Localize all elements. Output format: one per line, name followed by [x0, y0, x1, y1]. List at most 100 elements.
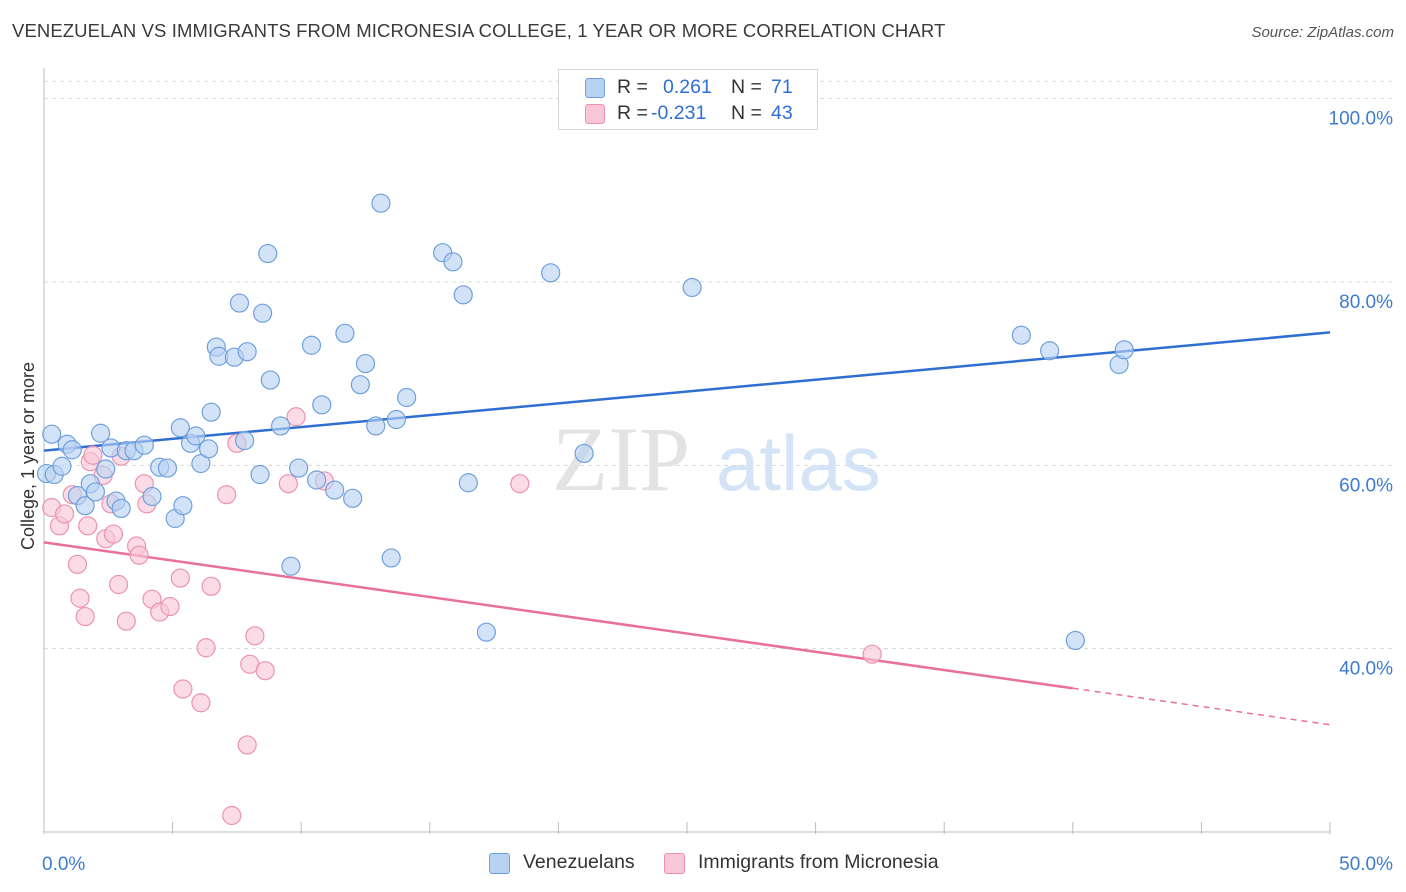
point-venezuelans	[381, 548, 401, 568]
point-venezuelans	[312, 395, 332, 415]
point-venezuelans	[42, 424, 62, 444]
point-micronesia	[217, 485, 237, 505]
point-venezuelans	[1065, 630, 1085, 651]
point-venezuelans	[397, 387, 417, 408]
point-venezuelans	[96, 459, 116, 479]
point-venezuelans	[574, 443, 594, 464]
point-venezuelans	[386, 409, 406, 430]
point-venezuelans	[170, 418, 190, 438]
point-venezuelans	[371, 193, 391, 213]
y-tick-label: 60.0%	[1339, 475, 1393, 496]
point-micronesia	[67, 554, 88, 574]
point-micronesia	[78, 516, 98, 536]
trend-line-1	[43, 541, 1073, 690]
legend-label-micronesia: Immigrants from Micronesia	[698, 851, 939, 873]
correlation-legend: R = 0.261 N = 71 R = -0.231 N = 43	[558, 69, 818, 130]
legend-n-value-venezuelans: 71	[771, 76, 793, 98]
point-venezuelans	[142, 486, 162, 507]
point-micronesia	[54, 504, 75, 524]
point-venezuelans	[453, 285, 473, 305]
point-venezuelans	[476, 622, 496, 642]
chart-title: VENEZUELAN VS IMMIGRANTS FROM MICRONESIA…	[12, 20, 946, 41]
point-venezuelans	[186, 426, 206, 446]
point-venezuelans	[355, 353, 376, 374]
legend-swatch-venezuelans	[585, 78, 605, 98]
watermark-zip: ZIP	[552, 408, 690, 510]
tick-labels: 40.0% 60.0% 80.0% 100.0% 0.0% 50.0%	[42, 109, 1393, 875]
point-micronesia	[170, 568, 190, 588]
point-venezuelans	[90, 423, 111, 443]
point-venezuelans	[157, 458, 178, 478]
legend-swatch-venezuelans	[489, 853, 510, 874]
point-micronesia	[116, 611, 136, 631]
y-tick-label: 80.0%	[1339, 292, 1393, 313]
legend-r-value-micronesia: -0.231	[651, 102, 707, 124]
point-micronesia	[862, 644, 882, 664]
point-venezuelans	[62, 440, 82, 460]
x-tick-label-min: 0.0%	[42, 854, 85, 875]
watermark-atlas: atlas	[716, 419, 881, 507]
point-venezuelans	[1114, 340, 1134, 360]
x-tick-label-max: 50.0%	[1339, 854, 1393, 875]
data-points	[36, 193, 1134, 826]
point-venezuelans	[75, 496, 95, 516]
y-tick-label: 40.0%	[1339, 659, 1393, 680]
point-venezuelans	[229, 293, 250, 313]
point-venezuelans	[366, 416, 386, 436]
point-venezuelans	[199, 439, 219, 459]
point-micronesia	[255, 661, 275, 681]
point-micronesia	[286, 407, 306, 427]
y-axis-label: College, 1 year or more	[18, 362, 38, 550]
gridlines	[44, 80, 1394, 650]
point-venezuelans	[301, 335, 322, 355]
point-venezuelans	[253, 303, 273, 323]
y-tick-label: 100.0%	[1329, 109, 1394, 130]
point-venezuelans	[260, 370, 280, 390]
point-venezuelans	[307, 470, 327, 490]
point-micronesia	[83, 445, 103, 465]
point-micronesia	[278, 474, 298, 494]
legend-label-venezuelans: Venezuelans	[523, 851, 635, 873]
legend-r-label: R =	[617, 76, 648, 98]
point-venezuelans	[271, 416, 291, 436]
point-venezuelans	[237, 342, 257, 362]
point-micronesia	[201, 576, 221, 596]
point-micronesia	[245, 626, 265, 646]
point-venezuelans	[235, 430, 255, 451]
point-venezuelans	[325, 480, 345, 500]
point-venezuelans	[541, 263, 561, 283]
point-micronesia	[196, 638, 216, 658]
point-micronesia	[222, 805, 242, 826]
point-venezuelans	[335, 323, 355, 343]
point-venezuelans	[289, 458, 309, 478]
point-venezuelans	[201, 402, 221, 422]
point-venezuelans	[443, 252, 463, 272]
point-venezuelans	[682, 277, 702, 298]
trend-line-dashed-1	[1072, 687, 1331, 726]
point-micronesia	[129, 545, 149, 565]
point-venezuelans	[1040, 341, 1060, 361]
legend-r-value-venezuelans: 0.261	[663, 76, 712, 98]
point-micronesia	[70, 588, 90, 608]
point-venezuelans	[85, 482, 106, 502]
point-micronesia	[191, 693, 211, 713]
legend-n-label: N =	[731, 76, 762, 98]
point-venezuelans	[458, 473, 478, 493]
legend-swatch-micronesia	[664, 853, 685, 874]
point-venezuelans	[111, 498, 131, 519]
source-label: Source: ZipAtlas.com	[1251, 24, 1394, 41]
point-venezuelans	[134, 435, 154, 455]
legend-n-value-micronesia: 43	[771, 102, 793, 124]
point-venezuelans	[281, 556, 301, 576]
trend-lines	[43, 331, 1331, 726]
point-venezuelans	[343, 488, 363, 508]
point-micronesia	[108, 574, 129, 595]
point-micronesia	[103, 524, 124, 544]
point-micronesia	[510, 474, 530, 494]
point-venezuelans	[258, 243, 278, 264]
legend-n-label: N =	[731, 102, 762, 124]
point-micronesia	[173, 679, 193, 699]
point-venezuelans	[350, 375, 370, 395]
point-micronesia	[160, 596, 180, 617]
